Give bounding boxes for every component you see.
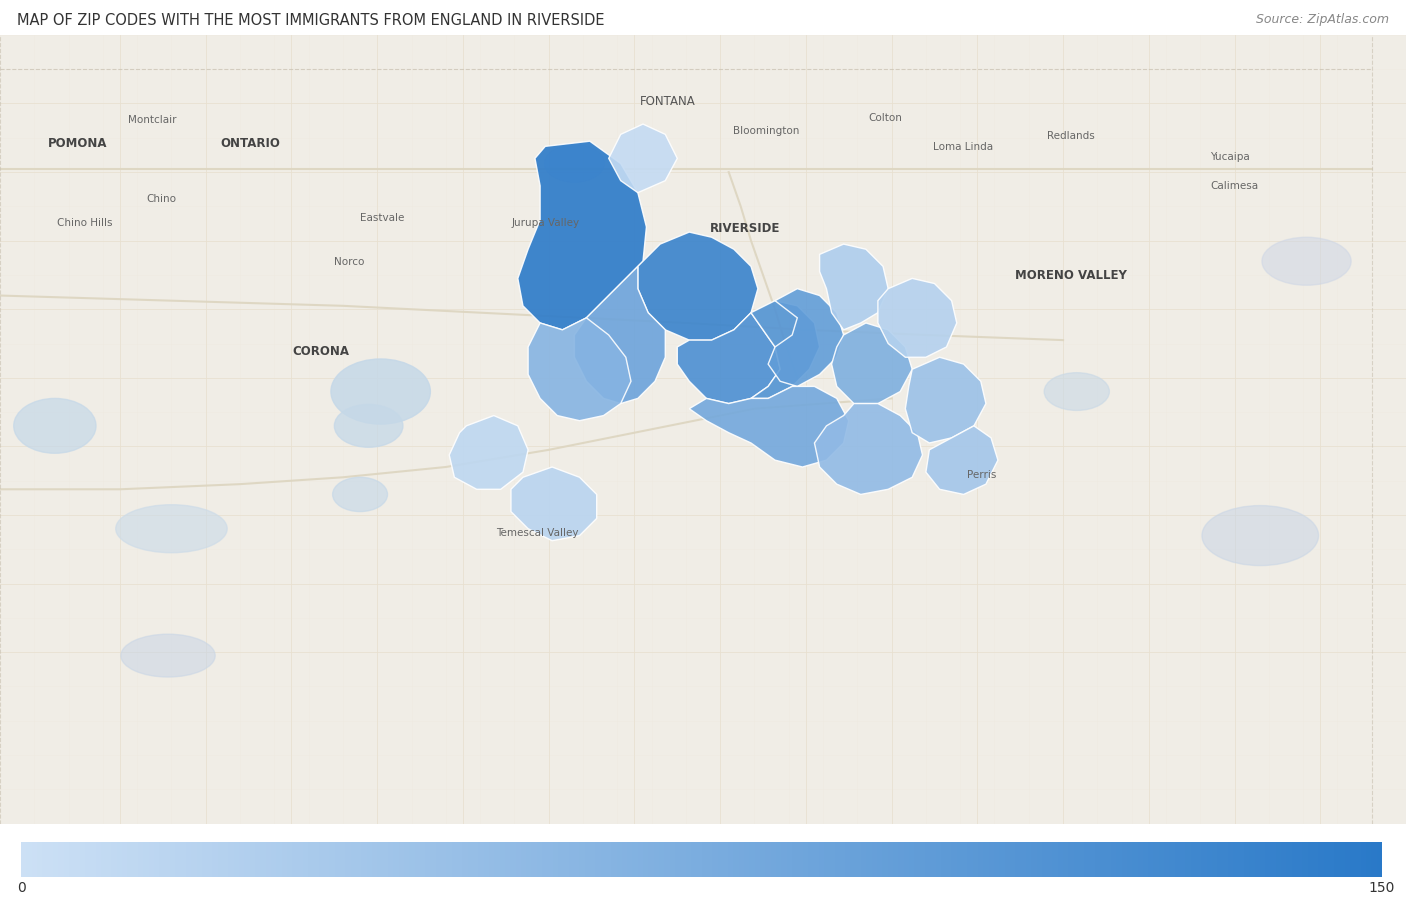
Text: Chino Hills: Chino Hills [56, 218, 112, 227]
Text: Loma Linda: Loma Linda [934, 142, 993, 152]
Ellipse shape [115, 504, 228, 553]
Polygon shape [820, 245, 889, 330]
Text: ONTARIO: ONTARIO [221, 138, 280, 150]
Polygon shape [678, 313, 780, 404]
Text: RIVERSIDE: RIVERSIDE [710, 222, 780, 235]
Polygon shape [517, 141, 647, 330]
Polygon shape [768, 289, 844, 387]
Text: MORENO VALLEY: MORENO VALLEY [1015, 269, 1128, 282]
Polygon shape [529, 318, 631, 421]
Polygon shape [927, 426, 998, 494]
Ellipse shape [14, 398, 96, 453]
Polygon shape [751, 300, 820, 398]
Polygon shape [905, 357, 986, 443]
Polygon shape [609, 124, 678, 192]
Ellipse shape [1045, 373, 1109, 411]
Text: Temescal Valley: Temescal Valley [496, 529, 578, 539]
Text: Perris: Perris [967, 470, 995, 480]
Ellipse shape [544, 145, 605, 182]
Text: Montclair: Montclair [128, 115, 176, 125]
Text: Eastvale: Eastvale [360, 213, 405, 223]
Text: Redlands: Redlands [1047, 131, 1095, 141]
Polygon shape [510, 467, 596, 540]
Ellipse shape [333, 477, 388, 512]
Ellipse shape [1202, 505, 1319, 565]
Ellipse shape [121, 634, 215, 677]
Text: Source: ZipAtlas.com: Source: ZipAtlas.com [1256, 13, 1389, 26]
Text: Bloomington: Bloomington [733, 126, 800, 136]
Ellipse shape [330, 359, 430, 424]
Polygon shape [877, 279, 956, 357]
Text: Yucaipa: Yucaipa [1211, 152, 1250, 162]
Polygon shape [575, 266, 665, 404]
Polygon shape [450, 415, 529, 489]
Text: FONTANA: FONTANA [640, 95, 696, 109]
Polygon shape [814, 404, 922, 494]
Polygon shape [638, 232, 758, 340]
Text: MAP OF ZIP CODES WITH THE MOST IMMIGRANTS FROM ENGLAND IN RIVERSIDE: MAP OF ZIP CODES WITH THE MOST IMMIGRANT… [17, 13, 605, 29]
Text: POMONA: POMONA [48, 138, 107, 150]
Text: Norco: Norco [333, 257, 364, 267]
Text: Colton: Colton [869, 112, 903, 123]
Text: CORONA: CORONA [292, 345, 349, 359]
Text: Calimesa: Calimesa [1211, 182, 1258, 191]
Text: Chino: Chino [146, 194, 177, 204]
Text: Jurupa Valley: Jurupa Valley [512, 218, 579, 227]
Ellipse shape [1263, 237, 1351, 285]
Ellipse shape [335, 405, 404, 448]
Polygon shape [689, 387, 849, 467]
Polygon shape [831, 323, 912, 404]
